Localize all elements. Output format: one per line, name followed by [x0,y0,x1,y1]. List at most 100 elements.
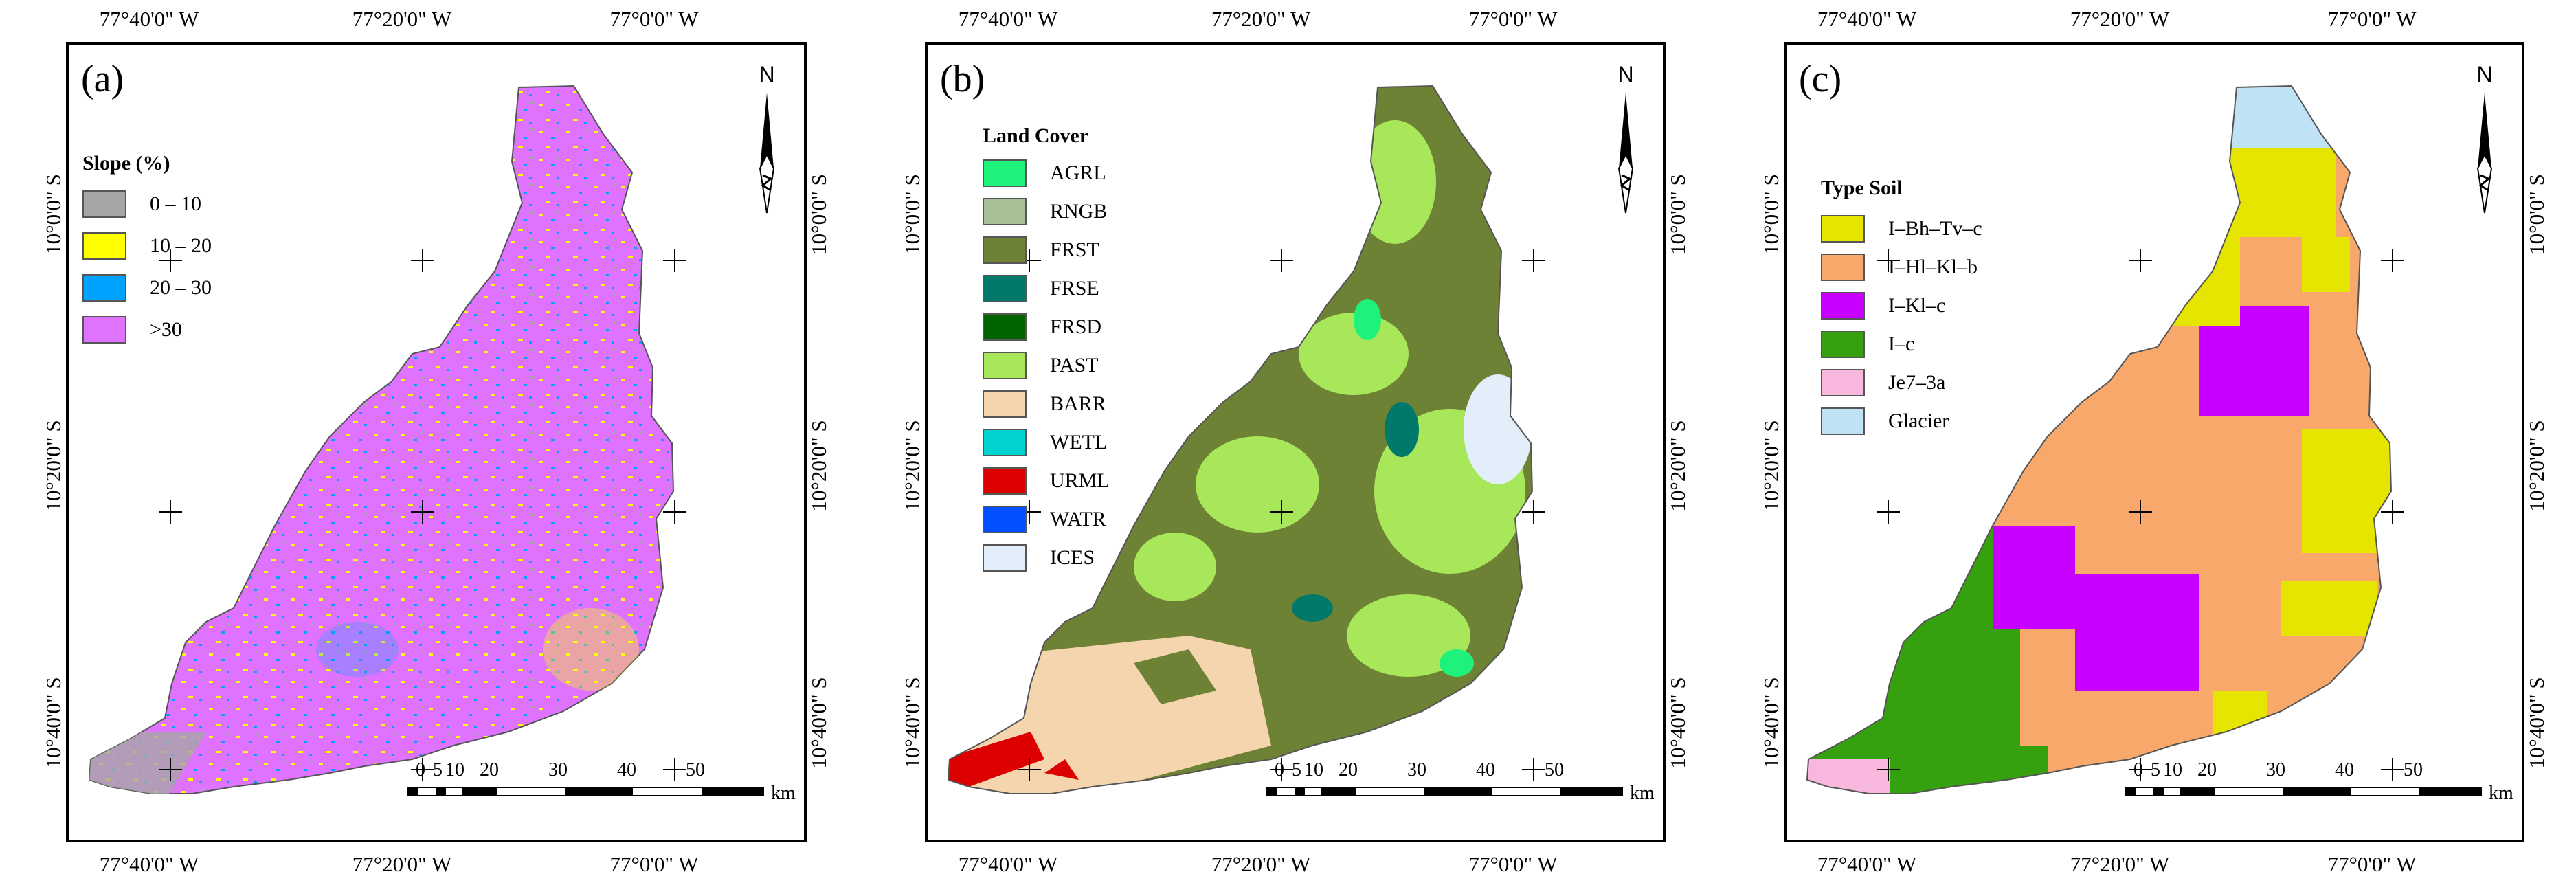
lat-label-left: 10°0'0" S [900,174,924,255]
legend-swatch [82,190,126,218]
legend-label: Je7–3a [1888,371,1946,394]
legend-label: FRST [1050,238,1099,261]
legend-label: I–Hl–Kl–b [1888,256,1978,278]
panel-label: (c) [1799,58,1842,100]
scale-tick: 10 [1304,759,1323,781]
svg-text:N: N [759,62,774,87]
legend-label: URML [1050,469,1110,492]
scale-unit: km [1630,783,1655,804]
legend-item: FRSD [983,310,1101,344]
slope-map [88,85,686,794]
legend-swatch [82,316,126,344]
lat-label-right: 10°20'0" S [1666,420,1690,512]
legend-swatch [82,232,126,260]
svg-text:N: N [1617,62,1633,87]
scale-tick: 20 [2197,759,2217,781]
lon-label-bottom: 77°40'0" W [958,852,1058,876]
scale-tick: 50 [1545,759,1564,781]
legend-label: FRSD [1050,315,1102,338]
lon-label-top: 77°40'0" W [958,7,1058,31]
scale-tick: 0 [416,759,425,781]
legend-label: 10 – 20 [150,234,212,257]
legend-item: URML [983,464,1110,498]
scale-tick: 5 [2151,759,2160,781]
lat-label-left: 10°20'0" S [900,420,924,512]
legend-label: PAST [1050,354,1099,377]
legend-item: WATR [983,502,1106,537]
svg-text:N: N [2476,62,2492,87]
legend-item: PAST [983,348,1099,383]
legend-title: Slope (%) [82,152,170,175]
legend-label: BARR [1050,392,1106,415]
legend-swatch [983,313,1027,341]
scale-tick: 40 [1476,759,1495,781]
legend-item: RNGB [983,194,1107,229]
lat-label-right: 10°0'0" S [1666,174,1690,255]
scale-tick: 20 [480,759,499,781]
legend-item: I–c [1821,327,1914,361]
map-frame: (c) Type Soil I–Bh–Tv–c I–Hl–Kl–b I–Kl–c I–… [1784,42,2524,842]
scale-tick: 30 [1407,759,1426,781]
lon-label-bottom: 77°20'0" W [2070,852,2170,876]
lat-label-left: 10°20'0" S [41,420,65,512]
legend-swatch [1821,292,1865,320]
lon-label-bottom: 77°0'0" W [1468,852,1558,876]
scale-bar: 0 5 10 20 30 40 50 km [1266,759,1663,828]
legend-swatch [983,544,1027,572]
legend-label: WATR [1050,508,1106,530]
legend-item: >30 [82,313,182,347]
lat-label-left: 10°0'0" S [1759,174,1783,255]
legend-swatch [983,429,1027,456]
lat-label-right: 10°40'0" S [2524,677,2549,769]
scale-unit: km [771,783,796,804]
scale-tick: 10 [445,759,464,781]
legend-item: I–Bh–Tv–c [1821,212,1982,246]
scale-tick: 40 [2335,759,2354,781]
lon-label-bottom: 77°0'0" W [2327,852,2417,876]
north-arrow-icon: N [1617,62,1634,214]
legend-swatch [1821,215,1865,243]
legend-label: I–c [1888,333,1915,355]
lat-label-right: 10°20'0" S [2524,420,2549,512]
lon-label-top: 77°0'0" W [609,7,699,31]
lat-label-right: 10°0'0" S [2524,174,2549,255]
legend-title: Type Soil [1821,177,1903,199]
legend-item: 0 – 10 [82,187,201,221]
scale-bar: 0 5 10 20 30 40 50 km [407,759,804,828]
legend-swatch [983,198,1027,225]
legend-item: 20 – 30 [82,271,212,305]
lon-label-bottom: 77°40'0" W [1817,852,1917,876]
graticule-crosses [1018,249,1545,781]
legend-title: Land Cover [983,124,1089,147]
lon-label-bottom: 77°20'0" W [352,852,452,876]
lon-label-top: 77°40'0" W [1817,7,1917,31]
north-arrow-icon: N [759,62,775,214]
map-frame: (b) Land Cover AGRL RNGB FRST FRSE FRSD PAST B… [925,42,1666,842]
lat-label-left: 10°40'0" S [41,677,65,769]
lat-label-right: 10°20'0" S [807,420,831,512]
legend-label: RNGB [1050,200,1108,223]
legend-label: 20 – 30 [150,276,212,299]
scale-tick: 50 [686,759,705,781]
lat-label-right: 10°40'0" S [1666,677,1690,769]
legend-label: Glacier [1888,410,1949,432]
legend-item: FRSE [983,271,1099,306]
legend-swatch [983,159,1027,187]
legend-swatch [983,236,1027,264]
lon-label-top: 77°0'0" W [2327,7,2417,31]
panel-slope: 77°40'0" W 77°20'0" W 77°0'0" W 77°40'0"… [0,0,847,885]
legend-label: >30 [150,318,182,341]
legend-swatch [82,274,126,302]
legend-swatch [1821,369,1865,396]
lon-label-bottom: 77°20'0" W [1211,852,1311,876]
scale-tick: 30 [2266,759,2285,781]
lat-label-left: 10°40'0" S [900,677,924,769]
legend-label: I–Kl–c [1888,294,1946,317]
legend-item: WETL [983,425,1107,460]
legend-swatch [1821,407,1865,435]
legend-swatch [983,352,1027,379]
legend-item: AGRL [983,156,1106,190]
lon-label-bottom: 77°0'0" W [609,852,699,876]
basin-outline [88,85,675,794]
lat-label-left: 10°20'0" S [1759,420,1783,512]
